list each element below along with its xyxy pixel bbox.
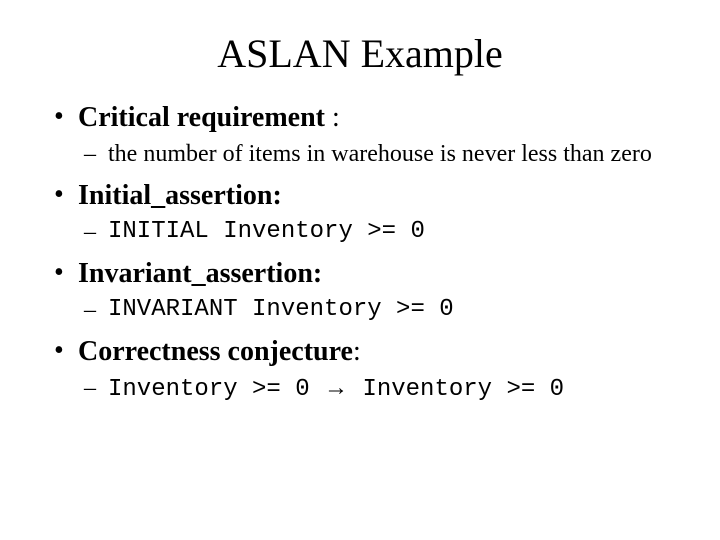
sub-code: INITIAL Inventory >= 0: [108, 218, 425, 245]
sub-list: the number of items in warehouse is neve…: [78, 139, 670, 169]
sub-code-right: Inventory >= 0: [348, 376, 564, 403]
item-label-colon: :: [325, 102, 340, 133]
slide: ASLAN Example Critical requirement : the…: [0, 0, 720, 540]
item-correctness-conjecture: Correctness conjecture: Inventory >= 0 →…: [50, 335, 670, 405]
sub-list: INITIAL Inventory >= 0: [78, 217, 670, 247]
sub-item: the number of items in warehouse is neve…: [78, 139, 670, 169]
item-label-text: Initial_assertion:: [78, 180, 282, 211]
sub-item: Inventory >= 0 → Inventory >= 0: [78, 373, 670, 405]
item-critical-requirement: Critical requirement : the number of ite…: [50, 101, 670, 169]
sub-item: INITIAL Inventory >= 0: [78, 217, 670, 247]
item-label: Invariant_assertion:: [78, 258, 322, 289]
item-label-text: Critical requirement: [78, 102, 325, 133]
sub-item: INVARIANT Inventory >= 0: [78, 295, 670, 325]
item-label: Critical requirement :: [78, 102, 340, 133]
sub-text: the number of items in warehouse is neve…: [108, 141, 652, 167]
item-initial-assertion: Initial_assertion: INITIAL Inventory >= …: [50, 179, 670, 247]
sub-list: INVARIANT Inventory >= 0: [78, 295, 670, 325]
sub-code-left: Inventory >= 0: [108, 376, 324, 403]
item-label-colon: :: [353, 336, 361, 367]
sub-list: Inventory >= 0 → Inventory >= 0: [78, 373, 670, 405]
arrow-icon: →: [324, 375, 348, 401]
item-label: Correctness conjecture:: [78, 336, 361, 367]
item-label-text: Invariant_assertion:: [78, 258, 322, 289]
item-label: Initial_assertion:: [78, 180, 282, 211]
item-invariant-assertion: Invariant_assertion: INVARIANT Inventory…: [50, 257, 670, 325]
bullet-list: Critical requirement : the number of ite…: [50, 101, 670, 405]
sub-code: INVARIANT Inventory >= 0: [108, 296, 454, 323]
item-label-text: Correctness conjecture: [78, 336, 353, 367]
slide-title: ASLAN Example: [50, 30, 670, 77]
